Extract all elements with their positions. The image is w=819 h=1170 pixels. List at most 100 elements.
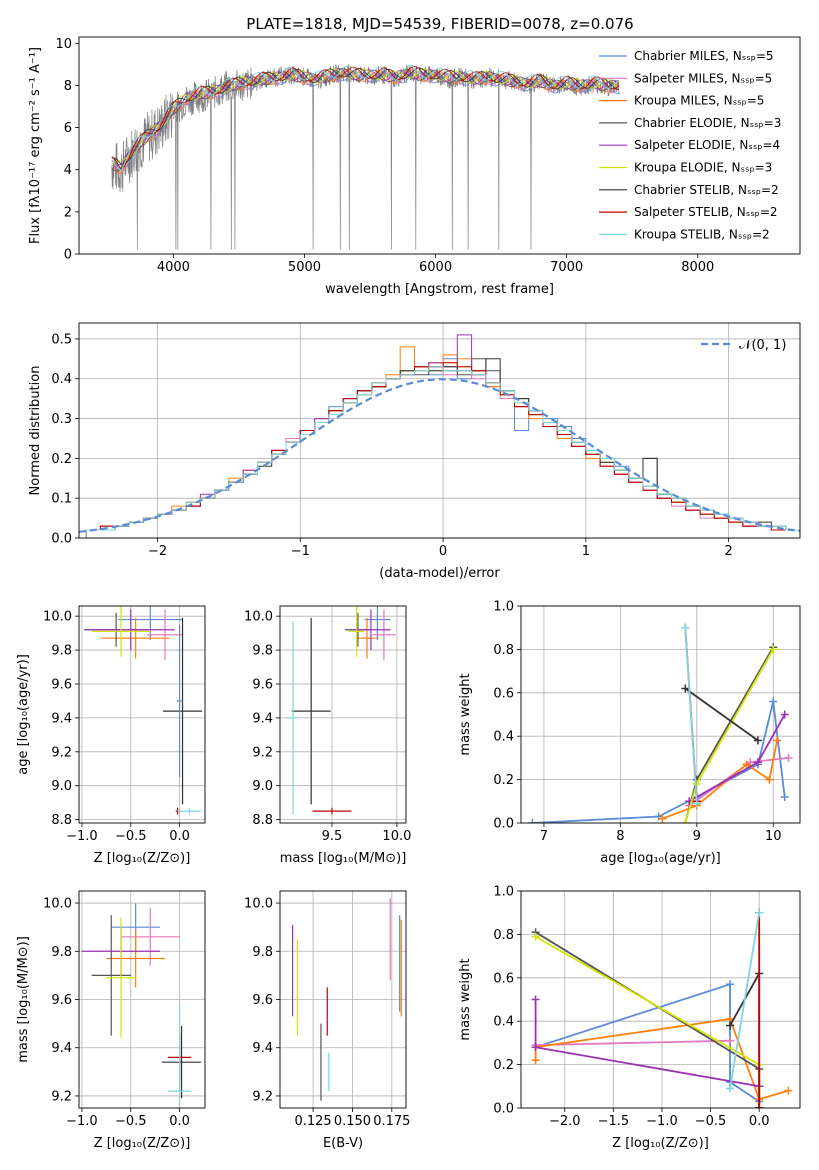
plot-age-vs-mass: 9.5 10.0 8.8 9.0 9.2 9.4 9.6 9.8 10.0 mass [log₁₀… (244, 605, 411, 866)
legend-label: 𝒩(0, 1) (739, 338, 786, 353)
weight-point (726, 980, 735, 989)
weight-series-line (729, 912, 761, 1089)
x-tick-label: 0.175 (373, 1114, 410, 1129)
y-tick-label: 0.6 (493, 686, 514, 701)
errorbar-point (91, 606, 151, 657)
y-tick-label: 0.1 (51, 492, 72, 507)
errorbar-point (364, 606, 391, 640)
y-tick-label: 9.6 (51, 993, 72, 1008)
weight-series-line (535, 983, 760, 1103)
normal-curve (79, 378, 800, 533)
x-tick-label: 5000 (288, 260, 321, 275)
y-tick-label: 8.8 (51, 813, 72, 828)
x-tick-label: −1.5 (598, 1114, 630, 1129)
y-tick-label: 8 (64, 79, 72, 94)
y-axis-label: age [log₁₀(age/yr)] (16, 654, 31, 775)
y-axis-label: Flux [fλ10⁻¹⁷ erg cm⁻² s⁻¹ A⁻¹] (28, 47, 43, 244)
model-spectrum-line (111, 70, 620, 171)
legend-label: Chabrier MILES, Nₛₛₚ=5 (634, 49, 774, 63)
x-tick-label: 2 (724, 544, 732, 559)
weight-point (726, 1036, 735, 1045)
y-tick-label: 0.0 (51, 532, 72, 547)
y-tick-label: 0.4 (493, 730, 514, 745)
y-tick-label: 9.8 (51, 945, 72, 960)
y-tick-label: 9.8 (252, 945, 273, 960)
plot-mass-vs-z: −1.0 −0.5 0.0 9.2 9.4 9.6 9.8 10.0 Z [log₁₀(Z/Z⊙… (16, 890, 206, 1151)
y-tick-label: 10 (55, 37, 72, 52)
x-axis-label: Z [log₁₀(Z/Z⊙)] (94, 1136, 191, 1151)
errorbar-point (121, 907, 180, 966)
plot-weight-vs-age: 7 8 9 10 0.0 0.2 0.4 0.6 0.8 1.0 age [log₁₀(age/yr… (458, 600, 801, 866)
errorbar-point (162, 1026, 202, 1099)
errorbar-point (176, 624, 183, 778)
axes-frame (78, 322, 801, 539)
weight-point (681, 684, 690, 693)
weight-point (780, 710, 789, 719)
y-tick-label: 0.8 (493, 643, 514, 658)
y-tick-label: 0.4 (493, 1015, 514, 1030)
x-tick-label: 7000 (550, 260, 583, 275)
model-spectrum-line (111, 64, 620, 172)
weight-point (681, 623, 690, 632)
x-tick-label: 0.0 (169, 829, 190, 844)
model-spectrum-line (111, 68, 620, 164)
grid (280, 606, 406, 823)
plot-area (292, 898, 402, 1101)
weight-point (753, 736, 762, 745)
axes-frame (279, 605, 407, 824)
x-tick-label: 7 (540, 829, 548, 844)
axes-frame (279, 890, 407, 1109)
grid (79, 891, 205, 1108)
weight-point (755, 908, 764, 917)
errorbar-point (372, 609, 396, 661)
errorbar-point (147, 609, 183, 661)
y-tick-label: 0 (64, 248, 72, 263)
x-tick-label: −1 (291, 544, 310, 559)
x-tick-label: 9.5 (322, 829, 343, 844)
y-tick-label: 9.8 (51, 644, 72, 659)
x-tick-label: −0.5 (115, 829, 147, 844)
errorbar-point (291, 617, 331, 805)
x-tick-label: 0 (439, 544, 447, 559)
y-tick-label: 9.2 (252, 745, 273, 760)
y-axis-label: Normed distribution (28, 366, 43, 496)
x-tick-label: 10 (765, 829, 782, 844)
errorbar-point (118, 606, 183, 640)
x-tick-label: 8000 (681, 260, 714, 275)
weight-point (755, 1104, 764, 1108)
weight-point (784, 1086, 793, 1095)
y-tick-label: 0.0 (493, 1102, 514, 1117)
x-tick-label: −1.0 (66, 829, 98, 844)
y-tick-label: 9.0 (252, 779, 273, 794)
y-axis-label: mass weight (458, 958, 473, 1040)
x-tick-label: 0.150 (334, 1114, 371, 1129)
x-axis-label: E(B-V) (323, 1136, 363, 1151)
errorbar-point (351, 609, 391, 651)
weight-point (769, 697, 778, 706)
y-tick-label: 9.8 (252, 644, 273, 659)
legend-label: Kroupa MILES, Nₛₛₚ=5 (634, 94, 764, 108)
weight-point (531, 995, 540, 1004)
x-axis-label: mass [log₁₀(M/M⊙)] (280, 851, 407, 866)
weight-point (742, 760, 751, 769)
weight-point (726, 1021, 735, 1030)
x-axis-label: Z [log₁₀(Z/Z⊙)] (94, 851, 191, 866)
weight-point (531, 1043, 540, 1052)
y-tick-label: 0.5 (51, 332, 72, 347)
y-tick-label: 9.4 (51, 1041, 72, 1056)
figure-title: PLATE=1818, MJD=54539, FIBERID=0078, z=0… (246, 15, 633, 33)
y-tick-label: 0.6 (493, 971, 514, 986)
grid (521, 605, 800, 824)
axes-frame (78, 36, 801, 255)
plot-area (79, 334, 800, 538)
y-tick-label: 0.3 (51, 412, 72, 427)
errorbar-point (312, 807, 352, 815)
weight-point (780, 792, 789, 801)
legend: Chabrier MILES, Nₛₛₚ=5 Salpeter MILES, Nₛ… (599, 49, 781, 241)
errorbar-point (101, 617, 170, 659)
legend-label: Chabrier ELODIE, Nₛₛₚ=3 (634, 116, 781, 130)
x-tick-label: −2 (148, 544, 167, 559)
x-tick-label: 10.0 (382, 829, 411, 844)
plot-spectrum: 4000 5000 6000 7000 8000 0 2 4 6 8 10 wavelength [A… (28, 36, 801, 297)
